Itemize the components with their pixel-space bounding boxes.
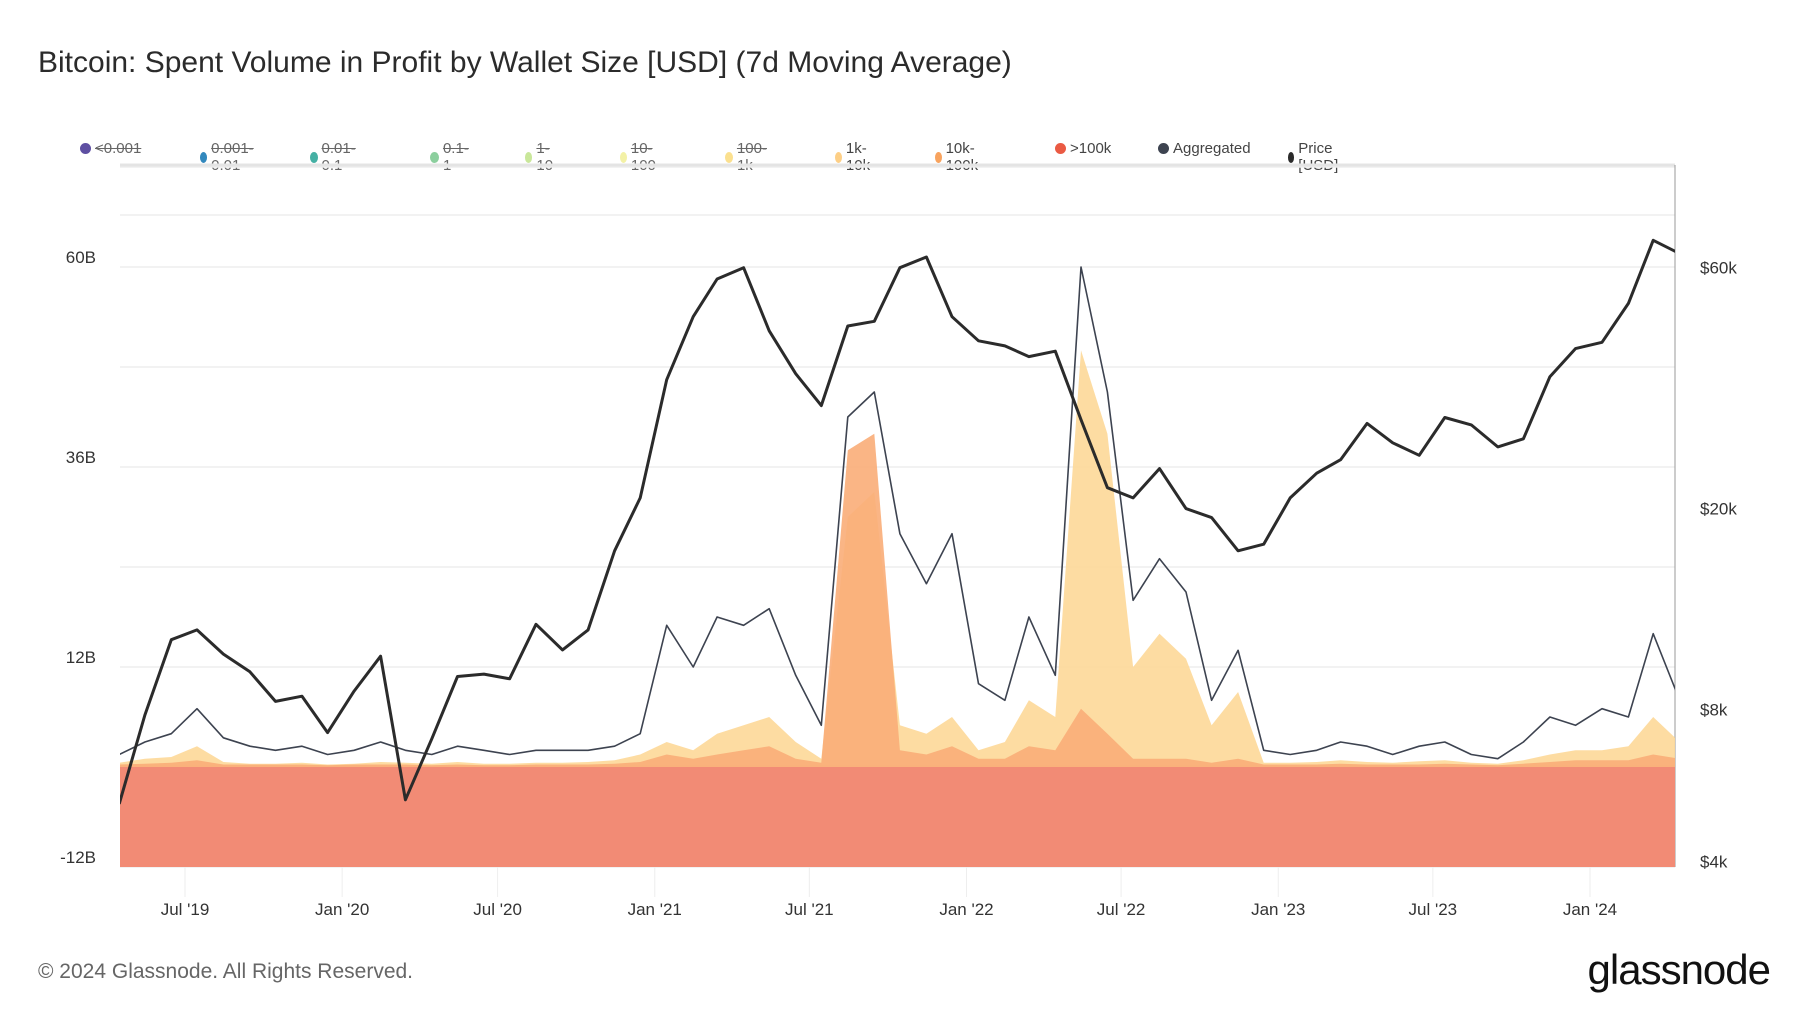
y-left-tick-label: 36B [66,448,96,467]
x-tick-label: Jan '21 [628,900,682,919]
legend-label: Aggregated [1173,140,1251,157]
y-left-tick-label: -12B [60,848,96,867]
legend-dot-icon [1158,143,1169,154]
legend-item-7[interactable]: 1k-10k [835,140,874,174]
legend-item-0[interactable]: <0.001 [80,140,141,157]
area-series-1k10k [120,350,1675,767]
x-tick-label: Jan '24 [1563,900,1617,919]
x-tick-label: Jul '20 [473,900,522,919]
legend-dot-icon [620,151,627,163]
legend-item-10[interactable]: Aggregated [1158,140,1251,157]
legend-dot-icon [525,151,533,163]
legend-label: >100k [1070,140,1112,157]
legend-dot-icon [200,151,208,163]
y-right-tick-label: $20k [1700,500,1737,519]
x-tick-label: Jan '23 [1251,900,1305,919]
x-tick-label: Jul '19 [161,900,210,919]
x-tick-label: Jul '21 [785,900,834,919]
legend-label: 1k-10k [845,140,870,174]
legend-label: <0.001 [95,140,142,157]
legend-dot-icon [835,151,842,163]
line-series-PriceUSD [120,238,1675,805]
legend-dot-icon [1055,143,1066,154]
area-series-10k100k [120,433,1675,767]
x-tick-label: Jul '23 [1409,900,1458,919]
x-tick-label: Jan '22 [939,900,993,919]
line-series-Aggregated [120,266,1675,760]
y-right-tick-label: $60k [1700,259,1737,278]
x-tick-label: Jul '22 [1097,900,1146,919]
legend-dot-icon [1288,151,1295,163]
x-tick-label: Jan '20 [315,900,369,919]
legend-dot-icon [935,151,942,163]
legend-dot-icon [80,143,91,154]
y-right-tick-label: $4k [1700,852,1728,871]
legend-dot-icon [310,151,318,163]
y-left-tick-label: 60B [66,248,96,267]
glassnode-logo: glassnode [1587,946,1771,993]
series-group [120,238,1675,867]
legend-item-1[interactable]: 0.001-0.01 [200,140,258,174]
copyright-footer: © 2024 Glassnode. All Rights Reserved. [38,960,414,983]
area-series-100k [120,765,1675,867]
legend-label: 0.01-0.1 [321,140,356,174]
y-left-tick-label: 12B [66,648,96,667]
legend-item-2[interactable]: 0.01-0.1 [310,140,359,174]
legend-dot-icon [725,151,733,163]
legend-item-9[interactable]: >100k [1055,140,1111,157]
legend-dot-icon [430,151,439,163]
chart-title: Bitcoin: Spent Volume in Profit by Walle… [38,46,1012,79]
y-right-tick-label: $8k [1700,700,1728,719]
